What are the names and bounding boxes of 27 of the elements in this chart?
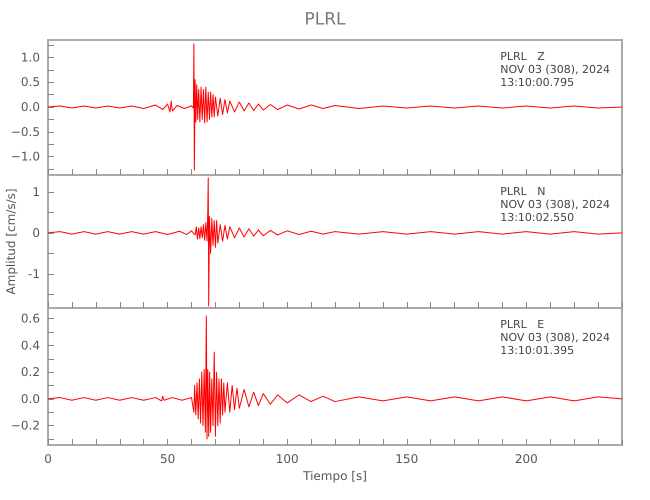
x-tick-label: 150 [395,452,418,466]
y-tick-label: −0.5 [10,124,40,139]
annotation: PLRL Z NOV 03 (308), 2024 13:10:00.795 [500,50,610,89]
annotation: PLRL N NOV 03 (308), 2024 13:10:02.550 [500,185,610,224]
x-tick-label: 0 [44,452,52,466]
y-tick-label: 1.0 [20,50,40,64]
x-tick-label: 50 [160,452,176,466]
x-tick-label: 200 [514,452,538,466]
y-tick-label: −1.0 [10,150,40,164]
y-tick-label: 0.4 [20,338,40,352]
y-axis-title: Amplitud [cm/s/s] [4,188,18,295]
y-tick-label: 0.0 [20,100,40,114]
y-tick-label: 0 [32,226,40,240]
y-tick-label: 1 [32,184,40,199]
x-axis-title: Tiempo [s] [302,468,367,483]
x-tick-label: 100 [276,452,299,466]
y-tick-label: −0.2 [10,418,40,433]
line-series [48,316,622,440]
y-tick-label: -1 [28,266,40,281]
chart-title: PLRL [304,10,346,30]
y-tick-label: 0.2 [20,365,40,380]
line-series [48,177,622,306]
annotation: PLRL E NOV 03 (308), 2024 13:10:01.395 [500,318,610,357]
y-tick-label: 0.5 [20,75,40,90]
line-series [48,43,622,171]
y-tick-label: 0.6 [20,312,40,326]
y-tick-label: 0.0 [20,392,40,406]
